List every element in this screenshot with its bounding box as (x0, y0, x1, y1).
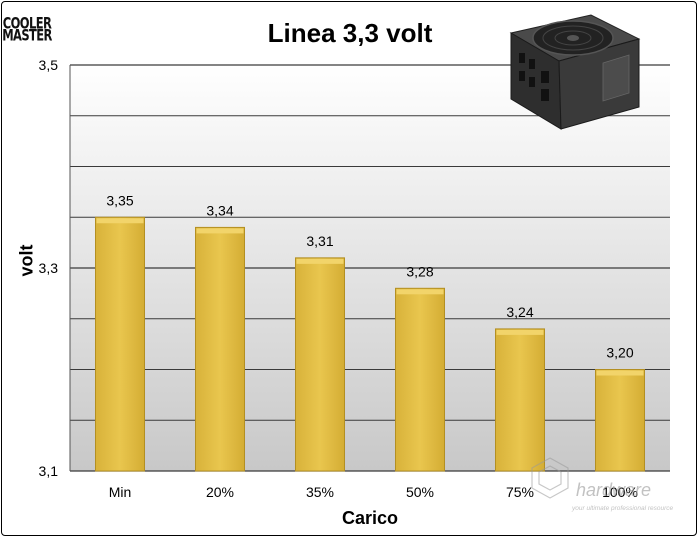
bar-highlight (396, 289, 444, 295)
y-tick-label: 3,3 (39, 260, 59, 276)
gridlines (69, 64, 670, 472)
chart-title: Linea 3,3 volt (267, 18, 433, 48)
x-tick-label: 100% (602, 484, 638, 500)
bar (395, 287, 445, 472)
bar (95, 216, 145, 472)
bar-highlight (196, 228, 244, 234)
data-label: 3,28 (406, 263, 433, 279)
x-axis-label: Carico (341, 508, 399, 528)
data-label: 3,20 (606, 345, 633, 361)
data-label: 3,24 (506, 304, 533, 320)
watermark-tagline: your ultimate professional resource (571, 505, 674, 512)
data-label: 3,31 (306, 233, 333, 249)
bar (495, 328, 545, 472)
watermark-brand: hardware (576, 480, 651, 500)
y-axis-ticks: 3,1 3,3 3,5 (39, 57, 59, 479)
logo-line-1: COOLER (2, 12, 52, 32)
data-label: 3,35 (106, 192, 133, 208)
x-tick-label: 50% (406, 484, 434, 500)
bar-highlight (296, 258, 344, 264)
y-tick-label: 3,1 (39, 463, 59, 479)
data-labels: 3,35 3,34 3,31 3,28 3,24 3,20 (106, 192, 633, 360)
y-tick-label: 3,5 (39, 57, 59, 73)
bar (295, 257, 345, 472)
y-axis-label: volt (16, 244, 37, 277)
bar-highlight (596, 370, 644, 376)
bar (195, 226, 245, 472)
x-tick-label: 35% (306, 484, 334, 500)
power-supply-image (509, 14, 641, 130)
x-tick-label: Min (109, 484, 132, 500)
bars (95, 216, 645, 472)
bar-highlight (96, 218, 144, 224)
watermark-logo: hardware your ultimate professional reso… (531, 457, 674, 512)
cooler-master-logo: COOLER MASTER (2, 7, 52, 51)
x-tick-label: 75% (506, 484, 534, 500)
x-axis-ticks: Min 20% 35% 50% 75% 100% (109, 484, 638, 500)
x-tick-label: 20% (206, 484, 234, 500)
bar (595, 369, 645, 472)
data-label: 3,34 (206, 202, 233, 218)
bar-highlight (496, 329, 544, 335)
logo-line-2: MASTER (2, 25, 52, 45)
